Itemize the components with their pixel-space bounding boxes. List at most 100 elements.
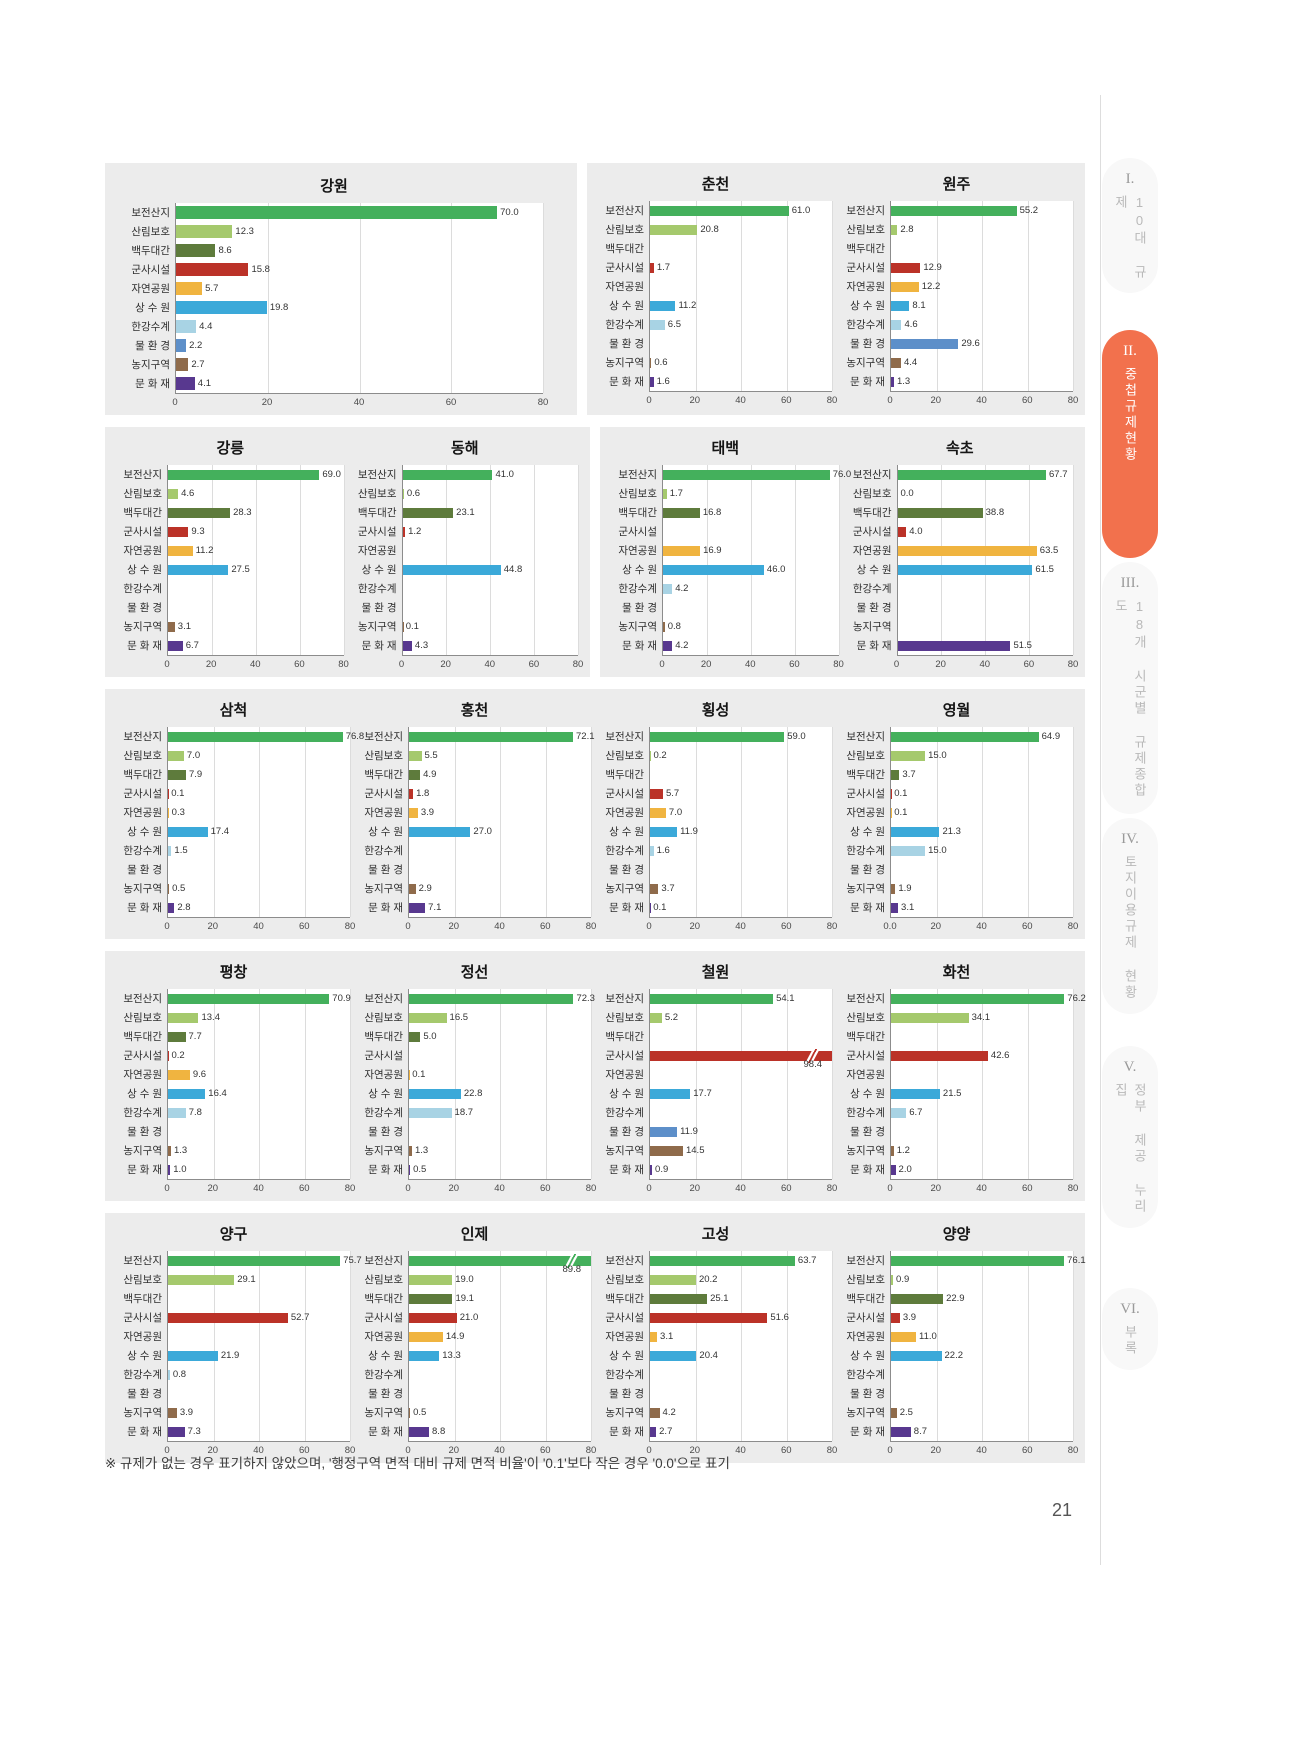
axis-tick: 40 (253, 921, 264, 932)
bar-row: 5.2 (650, 1008, 832, 1027)
category-label: 문 화 재 (361, 640, 397, 652)
category-label: 농지구역 (605, 1145, 644, 1157)
chart-plot-area: 보전산지 산림보호 백두대간 군사시설 자연공원 상 수 원 한강수계 물 환 경 농지구역 문 … (599, 201, 833, 392)
bar-row: 67.7 (897, 465, 1074, 484)
bar-value-label: 2.8 (900, 224, 914, 235)
bar-row (663, 598, 839, 617)
bar-row (650, 1103, 832, 1122)
panel-gangneung-donghae: 강릉 보전산지 산림보호 백두대간 군사시설 자연공원 상 수 원 한강수계 물 환 경 농지구역… (105, 427, 590, 677)
bar-row: 63.5 (897, 541, 1074, 560)
axis-tick: 80 (537, 397, 549, 408)
axis-ticks: 0 20 40 60 80 (164, 918, 355, 933)
axis-tick: 20 (930, 921, 942, 932)
axis-ticks: 0 20 40 60 80 (164, 656, 348, 671)
category-label: 문 화 재 (127, 1164, 162, 1176)
bar-value-label: 20.8 (700, 224, 719, 235)
bar-value-label: 0.1 (894, 788, 908, 799)
plot: 89.8 19.0 19.1 21.0 14.9 13.3 0.5 8.8 (408, 1251, 592, 1442)
category-label: 보전산지 (605, 205, 644, 217)
bar (891, 300, 910, 311)
category-label: 보전산지 (357, 469, 397, 481)
gridline (832, 989, 833, 1179)
bar-value-label: 70.9 (332, 993, 351, 1004)
bar (176, 339, 187, 352)
category-label: 문 화 재 (622, 640, 657, 652)
bar (891, 338, 959, 349)
category-label: 자연공원 (131, 283, 170, 295)
gridline (786, 727, 788, 917)
category-label: 물 환 경 (609, 1388, 644, 1400)
axis-tick: 0 (405, 1445, 411, 1456)
bar-row: 3.9 (891, 1308, 1073, 1327)
bar-row: 0.2 (650, 746, 832, 765)
bar-row: 55.2 (891, 201, 1073, 220)
gridline (350, 727, 351, 917)
bar-row (650, 334, 832, 353)
category-label: 상 수 원 (361, 564, 397, 576)
category-label: 물 환 경 (850, 1126, 885, 1138)
axis-tick: 20 (689, 1183, 701, 1194)
gridline (304, 1251, 306, 1441)
category-label: 자연공원 (846, 807, 885, 819)
bar-row (898, 579, 1074, 598)
gridline (741, 1251, 742, 1441)
axis-tick: 60 (780, 395, 792, 406)
chart-sokcho: 속초 보전산지 산림보호 백두대간 군사시설 자연공원 상 수 원 한강수계 물 환 경 농지구역… (843, 437, 1078, 671)
bar-value-label: 12.2 (921, 281, 941, 292)
axis-tick: 60 (789, 659, 800, 670)
bar-row: 18.7 (409, 1103, 591, 1122)
gridline (543, 203, 544, 393)
chart-plot-area: 보전산지 산림보호 백두대간 군사시설 자연공원 상 수 원 한강수계 물 환 경 농지구역 문 … (599, 727, 833, 918)
bar-row (168, 1327, 350, 1346)
category-labels: 보전산지 산림보호 백두대간 군사시설 자연공원 상 수 원 한강수계 물 환 경 농지구역 문 … (599, 989, 649, 1180)
bar (402, 507, 454, 518)
bar-row: 0.9 (650, 1160, 832, 1179)
bar-row: 0.3 (168, 803, 350, 822)
bar (650, 1331, 658, 1342)
category-label: 군사시설 (618, 526, 657, 538)
bar-row: 6.7 (891, 1103, 1073, 1122)
bar-value-label: 5.7 (665, 788, 680, 799)
bar-row: 12.2 (891, 277, 1073, 296)
bar-value-label: 2.7 (191, 359, 205, 370)
panel-chuncheon-wonju: 춘천 보전산지 산림보호 백두대간 군사시설 자연공원 상 수 원 한강수계 물 환 경 농지구역… (587, 163, 1085, 415)
bar-row: 4.2 (663, 579, 839, 598)
axis-tick: 0 (164, 921, 170, 932)
chart-plot-area: 보전산지 산림보호 백두대간 군사시설 자연공원 상 수 원 한강수계 물 환 경 농지구역 문 … (358, 727, 595, 918)
bar-value-label: 0.1 (405, 621, 419, 632)
axis-ticks: 0 20 40 60 80 (659, 656, 843, 671)
category-labels: 보전산지 산림보호 백두대간 군사시설 자연공원 상 수 원 한강수계 물 환 경 농지구역 문 … (117, 727, 167, 918)
axis-tick: 20 (205, 659, 217, 670)
bar-value-label: 4.3 (414, 640, 429, 651)
bar-row: 3.9 (168, 1403, 350, 1422)
plot: 64.9 15.0 3.7 0.1 0.1 21.3 15.0 1.9 3.1 (890, 727, 1074, 918)
bar-value-label: 2.8 (177, 902, 191, 913)
bar-value-label: 0.2 (171, 1050, 185, 1061)
chart-goseong: 고성 보전산지 산림보호 백두대간 군사시설 자연공원 상 수 원 한강수계 물 환 경 농지구역… (595, 1223, 837, 1457)
bar-value-label: 4.4 (199, 321, 213, 332)
category-label: 보전산지 (364, 993, 403, 1005)
bar (891, 1350, 942, 1361)
gridline (936, 989, 938, 1179)
bar (650, 319, 665, 330)
axis-ticks: 0 20 40 60 80 (405, 1180, 596, 1195)
axis-tick: 0 (887, 1445, 893, 1456)
category-label: 군사시설 (605, 1050, 644, 1062)
bar-row: 20.2 (650, 1270, 832, 1289)
bar-value-label: 5.0 (423, 1031, 437, 1042)
bar (168, 1369, 170, 1380)
axis-tick: 0 (646, 921, 652, 932)
category-label: 농지구역 (605, 883, 644, 895)
bar (663, 621, 665, 632)
bar (650, 731, 785, 742)
axis-tick: 40 (253, 1183, 264, 1194)
category-label: 상 수 원 (609, 300, 644, 312)
bar (402, 488, 404, 499)
bar-value-label: 16.4 (208, 1088, 227, 1099)
bar-value-label: 3.9 (420, 807, 435, 818)
chart-title: 평창 (219, 964, 248, 981)
bar-row: 61.5 (897, 560, 1074, 579)
category-label: 물 환 경 (609, 338, 644, 350)
category-label: 보전산지 (852, 469, 892, 481)
axis-ticks: 0 20 40 60 80 (887, 1442, 1078, 1457)
